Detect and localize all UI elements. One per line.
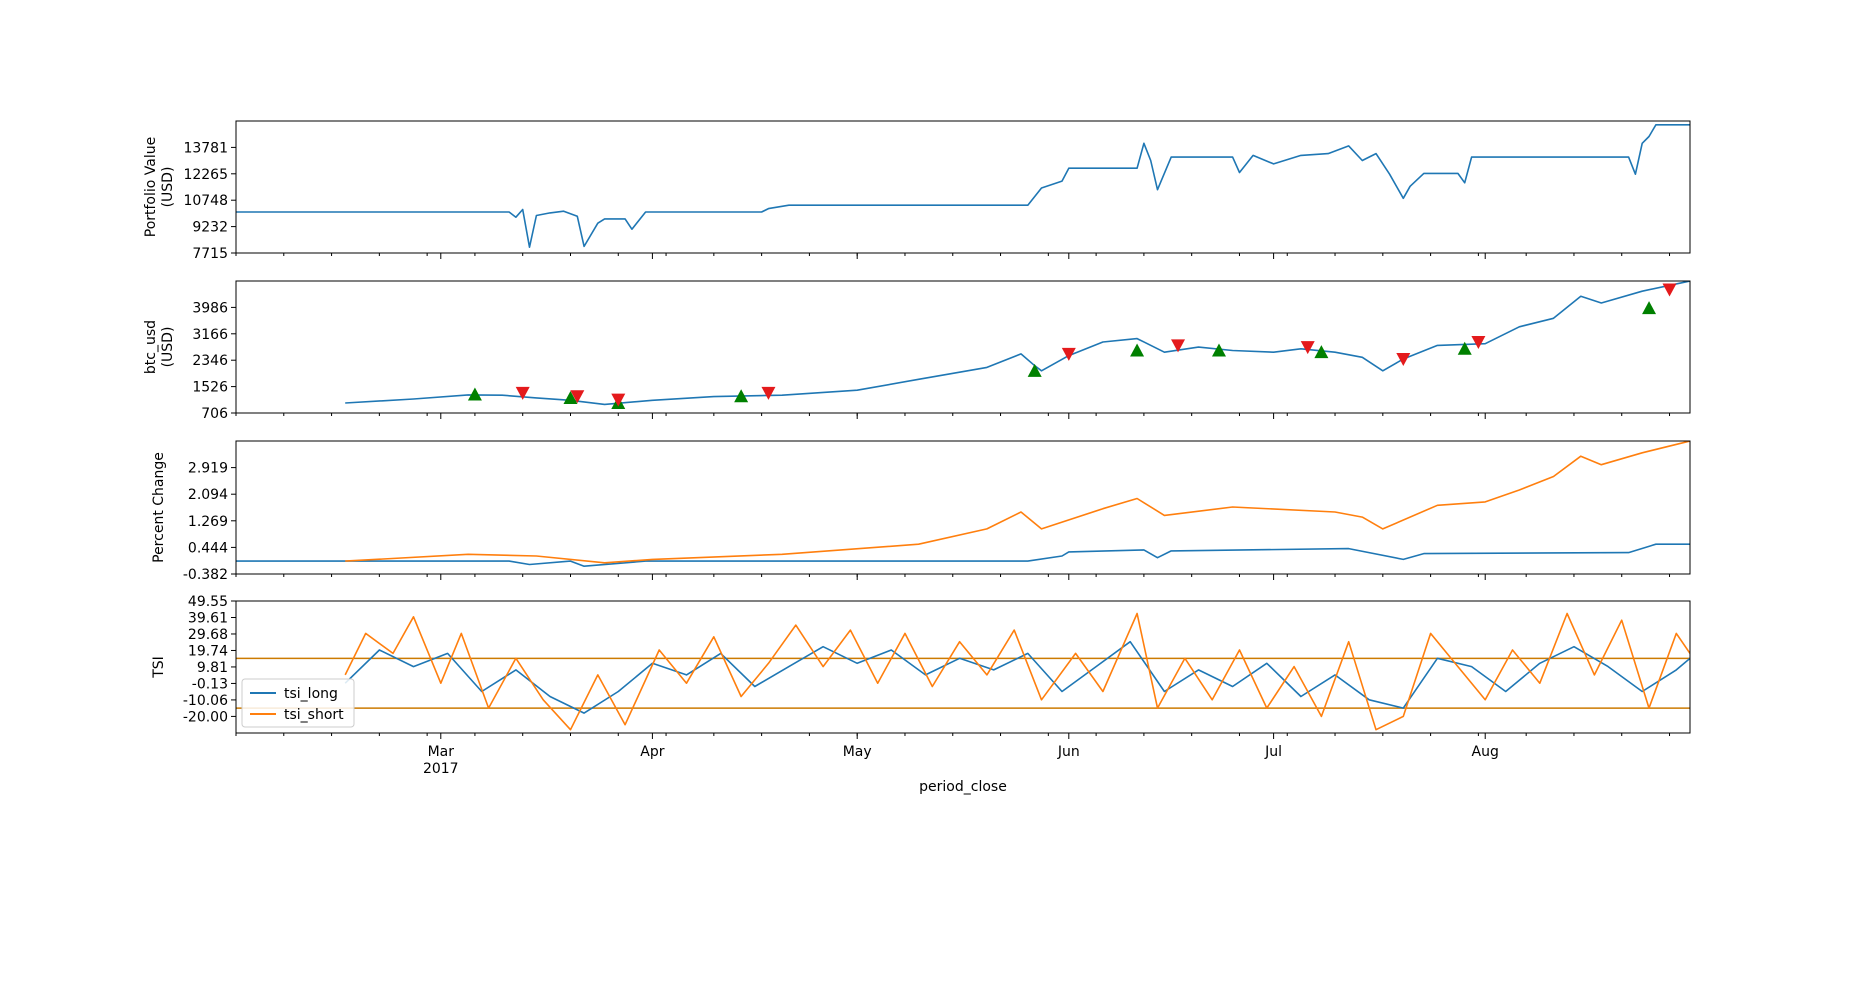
axes-frame-btc	[235, 280, 1691, 414]
sell-marker	[1300, 341, 1315, 355]
sell-marker	[1471, 336, 1486, 350]
y-tick-label: 7715	[192, 246, 228, 262]
x-year-label: 2017	[423, 761, 459, 777]
x-tick-label: Jun	[1057, 744, 1080, 760]
legend-label-tsi-short: tsi_short	[284, 707, 344, 723]
buy-marker	[1211, 343, 1226, 357]
x-axis-title: period_close	[919, 779, 1007, 795]
y-tick-label: -0.13	[192, 676, 228, 692]
buy-marker	[1314, 345, 1329, 359]
y-tick-label: 9.81	[197, 660, 228, 676]
y-tick-label: 19.74	[188, 643, 228, 659]
y-tick-label: 39.61	[188, 610, 228, 626]
buy-marker	[1027, 363, 1042, 377]
y-tick-label: 1.269	[188, 514, 228, 530]
y-axis-title-percent: Percent Change	[151, 452, 167, 563]
y-tick-label: 706	[201, 406, 228, 422]
sell-marker	[1061, 347, 1076, 361]
y-tick-label: 12265	[183, 167, 228, 183]
x-tick-label: Mar	[428, 744, 455, 760]
percent-series-0-line	[236, 543, 1690, 567]
y-axis-title-portfolio: (USD)	[160, 167, 176, 208]
buy-marker	[734, 389, 749, 403]
sell-marker	[611, 393, 626, 407]
panel-percent: -0.382 0.444 1.269 2.094 2.919 Percent Change	[151, 440, 1691, 583]
y-tick-label: 0.444	[188, 540, 228, 556]
panel-tsi: -20.00-10.06-0.139.8119.7429.6839.6149.5…	[151, 594, 1691, 739]
y-axis-title-portfolio: Portfolio Value	[143, 137, 159, 238]
portfolio-series-0-line	[236, 124, 1690, 248]
y-tick-label: 2.094	[188, 487, 228, 503]
panel-btc: 706 1526 2346 3166 3986 btc_usd (USD)	[143, 280, 1691, 422]
tsi-series-tsi-long-line	[344, 640, 1690, 714]
sell-marker	[1396, 352, 1411, 366]
y-axis-title-btc: (USD)	[160, 327, 176, 368]
sell-marker	[515, 386, 530, 400]
y-tick-label: -0.382	[183, 567, 228, 583]
y-tick-label: 2.919	[188, 461, 228, 477]
legend-label-tsi-long: tsi_long	[284, 686, 338, 702]
y-tick-label: 3166	[192, 327, 228, 343]
buy-marker	[467, 387, 482, 401]
buy-marker	[1642, 301, 1657, 315]
y-tick-label: 10748	[183, 193, 228, 209]
y-axis-title-btc: btc_usd	[143, 320, 159, 374]
legend: tsi_long tsi_short	[241, 678, 355, 728]
x-tick-label: May	[843, 744, 872, 760]
y-tick-label: 49.55	[188, 594, 228, 610]
sell-marker	[1171, 339, 1186, 353]
x-tick-label: Aug	[1472, 744, 1499, 760]
y-tick-label: 2346	[192, 353, 228, 369]
sell-marker	[1662, 283, 1677, 297]
y-tick-label: 3986	[192, 300, 228, 316]
y-tick-label: -20.00	[183, 709, 228, 725]
buy-marker	[563, 390, 578, 404]
tsi-series-tsi-short-line	[344, 612, 1690, 731]
y-axis-title-tsi: TSI	[151, 656, 167, 679]
percent-series-1-line	[345, 441, 1690, 564]
sell-marker	[761, 386, 776, 400]
buy-marker	[1130, 343, 1145, 357]
buy-marker	[1457, 341, 1472, 355]
y-tick-label: 29.68	[188, 627, 228, 643]
y-tick-label: 9232	[192, 220, 228, 236]
y-tick-label: 1526	[192, 380, 228, 396]
axes-frame-percent	[235, 440, 1691, 575]
x-tick-label: Apr	[640, 744, 664, 760]
y-tick-label: 13781	[183, 140, 228, 156]
x-tick-label: Jul	[1264, 744, 1282, 760]
axes-frame-portfolio	[235, 120, 1691, 254]
panel-portfolio: 7715 9232 10748 12265 13781 Portfolio Value (U…	[143, 120, 1691, 262]
btc-series-0-line	[345, 281, 1690, 406]
y-tick-label: -10.06	[183, 693, 228, 709]
sell-marker	[570, 390, 585, 404]
